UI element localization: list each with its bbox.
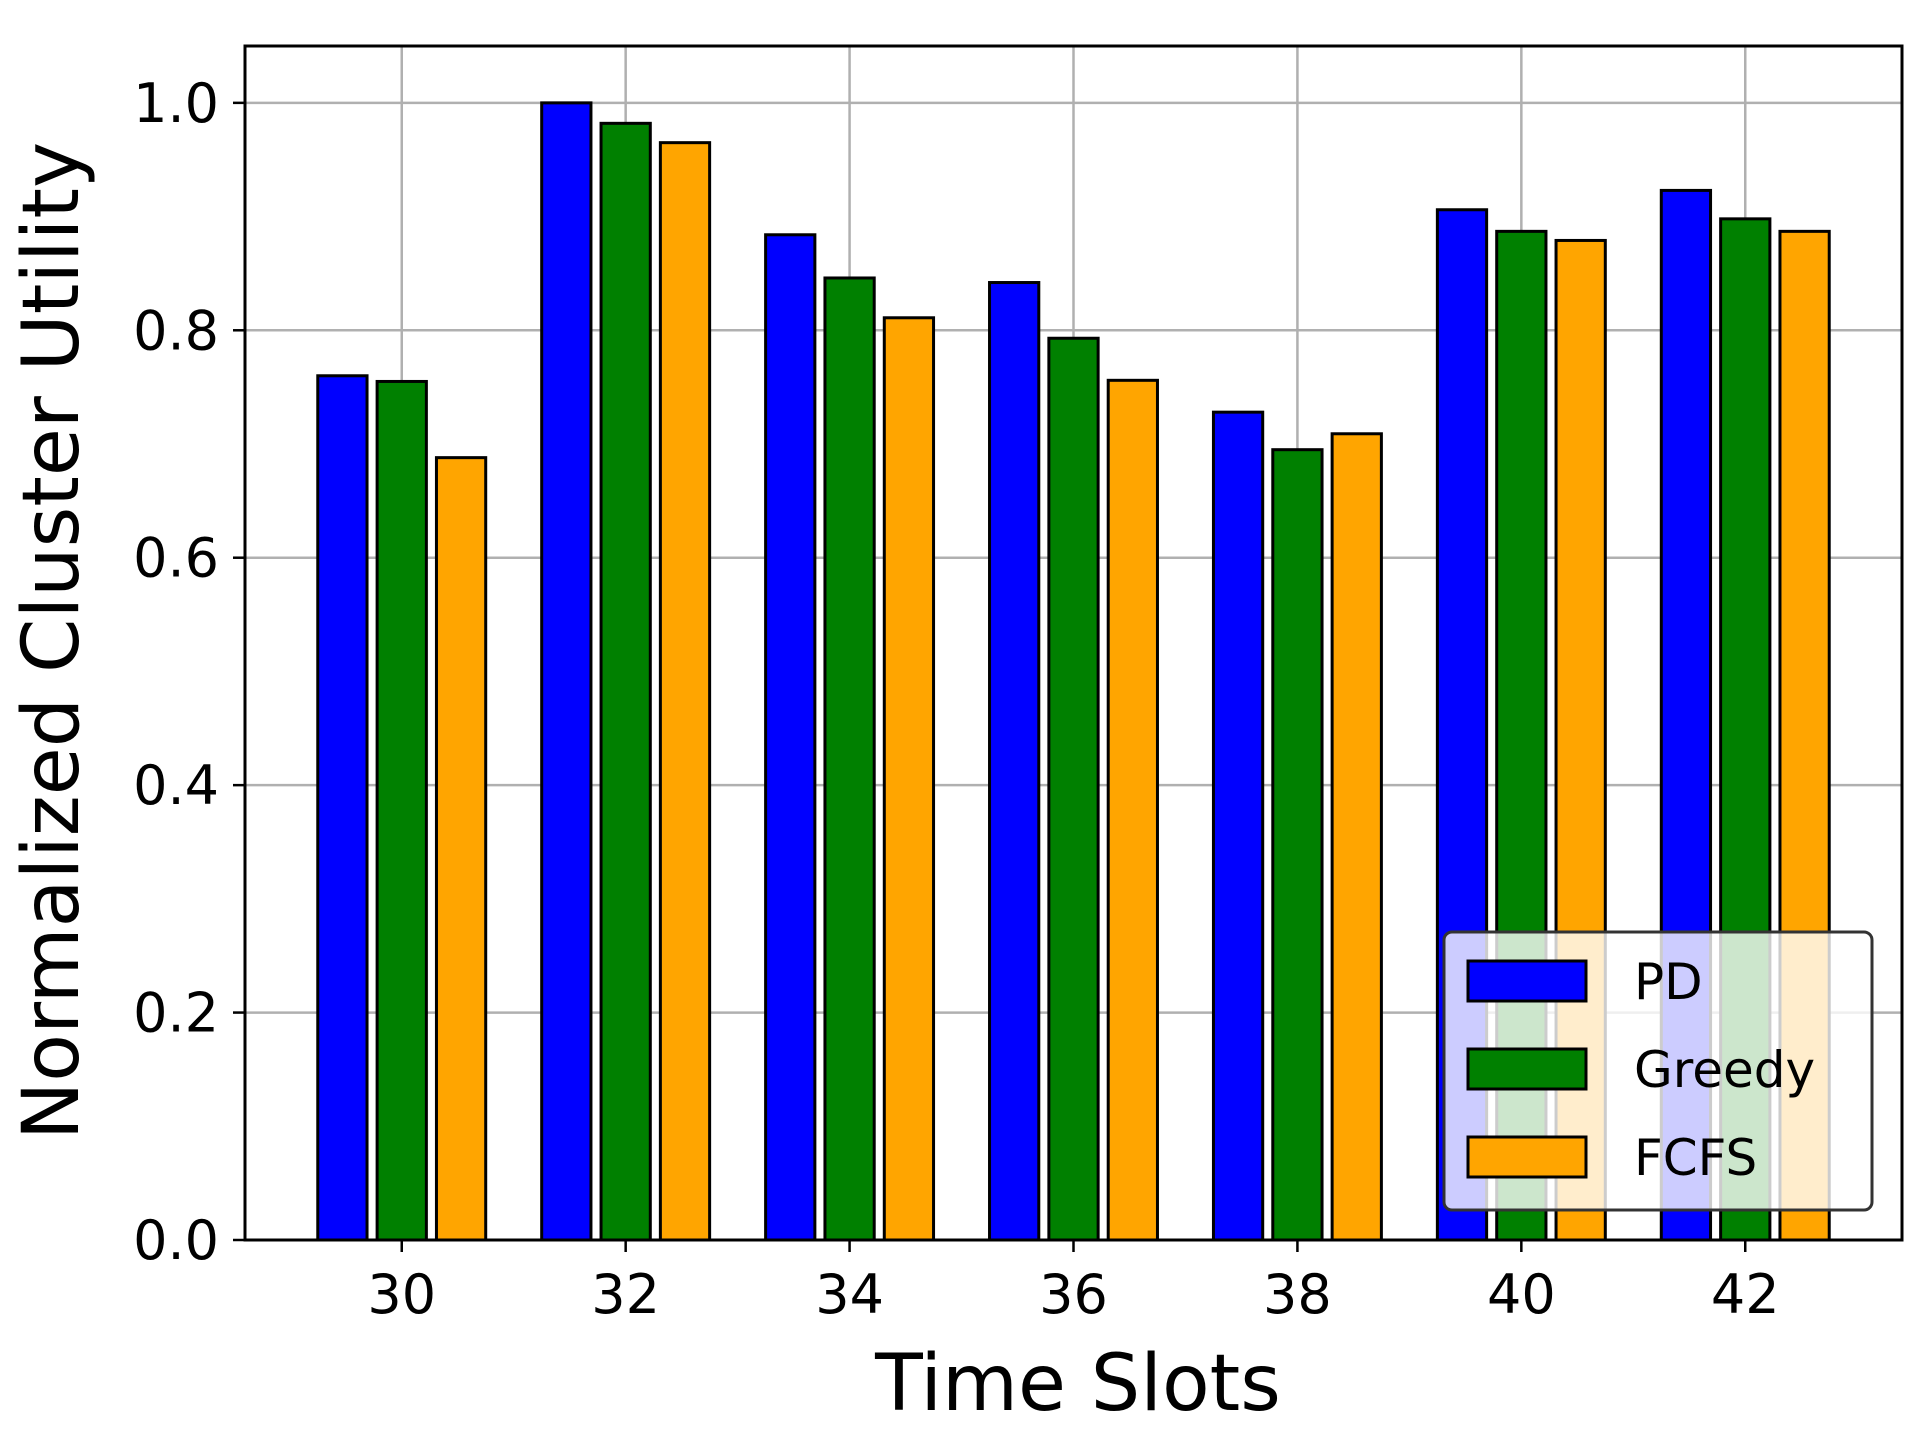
bar-pd-30 <box>316 374 369 1242</box>
bar-greedy-30 <box>375 379 428 1242</box>
bar-greedy-38 <box>1271 448 1324 1242</box>
y-tick-label: 0.6 <box>133 527 219 590</box>
x-tick-label: 40 <box>1487 1263 1556 1326</box>
bar-fcfs-36 <box>1106 378 1159 1242</box>
legend-swatch-fcfs <box>1466 1135 1588 1179</box>
bar-fcfs-32 <box>658 141 712 1242</box>
bar-greedy-34 <box>823 276 876 1242</box>
legend-label-pd: PD <box>1634 953 1703 1011</box>
x-axis-label: Time Slots <box>874 1339 1281 1429</box>
bar-fcfs-30 <box>434 456 488 1242</box>
tick-labels: 30 32 34 36 38 40 42 0.0 0.2 0.4 0.6 0.8 1.0 <box>133 72 1780 1326</box>
bar-greedy-36 <box>1047 336 1100 1242</box>
bar-greedy-32 <box>599 121 652 1242</box>
x-tick-label: 36 <box>1039 1263 1108 1326</box>
legend-label-greedy: Greedy <box>1634 1041 1815 1099</box>
y-tick-label: 0.8 <box>133 299 219 362</box>
legend-label-fcfs: FCFS <box>1634 1129 1757 1187</box>
y-axis-label: Normalized Cluster Utility <box>7 142 97 1140</box>
x-tick-label: 38 <box>1263 1263 1332 1326</box>
y-tick-label: 0.4 <box>133 754 219 817</box>
x-tick-label: 42 <box>1711 1263 1780 1326</box>
bar-pd-34 <box>764 233 817 1242</box>
x-tick-label: 30 <box>367 1263 436 1326</box>
legend: PD Greedy FCFS <box>1442 930 1874 1212</box>
x-tick-label: 34 <box>815 1263 884 1326</box>
bar-fcfs-34 <box>882 316 936 1242</box>
bar-pd-38 <box>1211 410 1265 1242</box>
bar-pd-32 <box>540 101 593 1242</box>
y-tick-label: 0.2 <box>133 982 219 1045</box>
y-tick-label: 1.0 <box>133 72 219 135</box>
y-tick-label: 0.0 <box>133 1209 219 1272</box>
bar-fcfs-38 <box>1330 432 1383 1242</box>
x-tick-label: 32 <box>591 1263 660 1326</box>
bar-pd-36 <box>988 281 1041 1242</box>
axes <box>233 44 1904 1252</box>
legend-swatch-pd <box>1466 959 1588 1003</box>
legend-swatch-greedy <box>1466 1047 1588 1091</box>
